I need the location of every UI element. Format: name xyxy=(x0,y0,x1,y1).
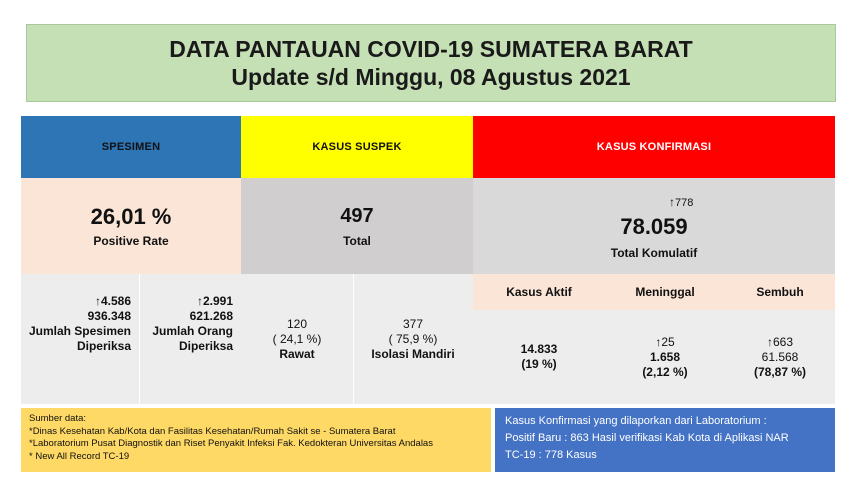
jumlah-spesimen-increase: ↑4.586 xyxy=(21,294,131,309)
lab-report-line: TC-19 : 778 Kasus xyxy=(505,449,597,461)
meninggal-header: Meninggal xyxy=(605,274,725,310)
jumlah-orang-increase: ↑2.991 xyxy=(139,294,233,309)
konfirmasi-total-value: 78.059 xyxy=(620,214,688,239)
spesimen-header: SPESIMEN xyxy=(21,116,241,178)
konfirmasi-increase: ↑778 xyxy=(669,195,693,209)
rawat-value: 120 xyxy=(286,316,308,331)
sembuh-header: Sembuh xyxy=(725,274,835,310)
up-arrow-icon: ↑ xyxy=(655,334,662,349)
jumlah-orang-cell: ↑2.991 621.268 Jumlah Orang Diperiksa xyxy=(139,274,241,404)
divider xyxy=(353,274,354,404)
up-arrow-icon: ↑ xyxy=(669,195,675,209)
sembuh-increase-value: 663 xyxy=(772,334,794,349)
kasus-aktif-percent: (19 %) xyxy=(521,357,557,371)
jumlah-spesimen-increase-value: 4.586 xyxy=(100,294,131,308)
sources-note: Sumber data: *Dinas Kesehatan Kab/Kota d… xyxy=(21,408,491,472)
suspek-header: KASUS SUSPEK xyxy=(241,116,473,178)
jumlah-orang-label-1: Jumlah Orang xyxy=(152,324,233,338)
lab-report-line: Kasus Konfirmasi yang dilaporkan dari La… xyxy=(505,415,767,427)
divider xyxy=(139,274,140,404)
suspek-total-box: 497 Total xyxy=(241,178,473,274)
isolasi-mandiri-cell: 377 ( 75,9 %) Isolasi Mandiri xyxy=(353,274,473,404)
jumlah-orang-value: 621.268 xyxy=(189,309,233,323)
kasus-aktif-cell: 14.833 (19 %) xyxy=(473,310,605,404)
konfirmasi-increase-value: 778 xyxy=(675,197,694,209)
sources-line: * New All Record TC-19 xyxy=(29,450,130,462)
sources-line: *Dinas Kesehatan Kab/Kota dan Fasilitas … xyxy=(29,425,396,437)
konfirmasi-total-box: ↑778 78.059 Total Komulatif xyxy=(473,178,835,274)
jumlah-spesimen-value: 936.348 xyxy=(87,309,131,323)
jumlah-orang-label-2: Diperiksa xyxy=(178,339,233,353)
suspek-total-value: 497 xyxy=(340,205,374,227)
page-header: DATA PANTAUAN COVID-19 SUMATERA BARAT Up… xyxy=(26,24,836,102)
positive-rate-label: Positive Rate xyxy=(93,234,169,248)
konfirmasi-header: KASUS KONFIRMASI xyxy=(473,116,835,178)
meninggal-value: 1.658 xyxy=(649,349,681,364)
meninggal-percent: (2,12 %) xyxy=(642,364,688,379)
sources-line: *Laboratorium Pusat Diagnostik dan Riset… xyxy=(29,438,433,449)
page-title: DATA PANTAUAN COVID-19 SUMATERA BARAT xyxy=(169,36,693,62)
lab-report-note: Kasus Konfirmasi yang dilaporkan dari La… xyxy=(495,408,835,472)
jumlah-spesimen-label-2: Diperiksa xyxy=(76,339,131,353)
rawat-label: Rawat xyxy=(279,346,315,361)
rawat-cell: 120 ( 24,1 %) Rawat xyxy=(241,274,353,404)
sources-title: Sumber data: xyxy=(29,413,87,424)
positive-rate-value: 26,01 % xyxy=(90,204,172,229)
isolasi-percent: ( 75,9 %) xyxy=(388,331,438,346)
sembuh-cell: ↑663 61.568 (78,87 %) xyxy=(725,310,835,404)
sembuh-increase: ↑663 xyxy=(767,335,793,350)
kasus-aktif-value: 14.833 xyxy=(520,342,558,356)
jumlah-spesimen-label-1: Jumlah Spesimen xyxy=(28,324,131,338)
sembuh-value: 61.568 xyxy=(761,349,799,364)
up-arrow-icon: ↑ xyxy=(94,294,101,308)
jumlah-orang-increase-value: 2.991 xyxy=(202,294,233,308)
isolasi-value: 377 xyxy=(402,316,424,331)
suspek-total-label: Total xyxy=(343,234,371,248)
lab-report-line: Positif Baru : 863 Hasil verifikasi Kab … xyxy=(505,432,789,444)
sembuh-percent: (78,87 %) xyxy=(753,364,807,379)
konfirmasi-total-label: Total Komulatif xyxy=(610,246,698,260)
page-subtitle: Update s/d Minggu, 08 Agustus 2021 xyxy=(231,64,631,90)
jumlah-spesimen-cell: ↑4.586 936.348 Jumlah Spesimen Diperiksa xyxy=(21,274,139,404)
meninggal-increase: ↑25 xyxy=(655,335,674,350)
rawat-percent: ( 24,1 %) xyxy=(272,331,322,346)
meninggal-increase-value: 25 xyxy=(661,334,675,349)
isolasi-label: Isolasi Mandiri xyxy=(371,346,455,361)
up-arrow-icon: ↑ xyxy=(766,334,773,349)
kasus-aktif-header: Kasus Aktif xyxy=(473,274,605,310)
positive-rate-box: 26,01 % Positive Rate xyxy=(21,178,241,274)
meninggal-cell: ↑25 1.658 (2,12 %) xyxy=(605,310,725,404)
up-arrow-icon: ↑ xyxy=(196,294,203,308)
